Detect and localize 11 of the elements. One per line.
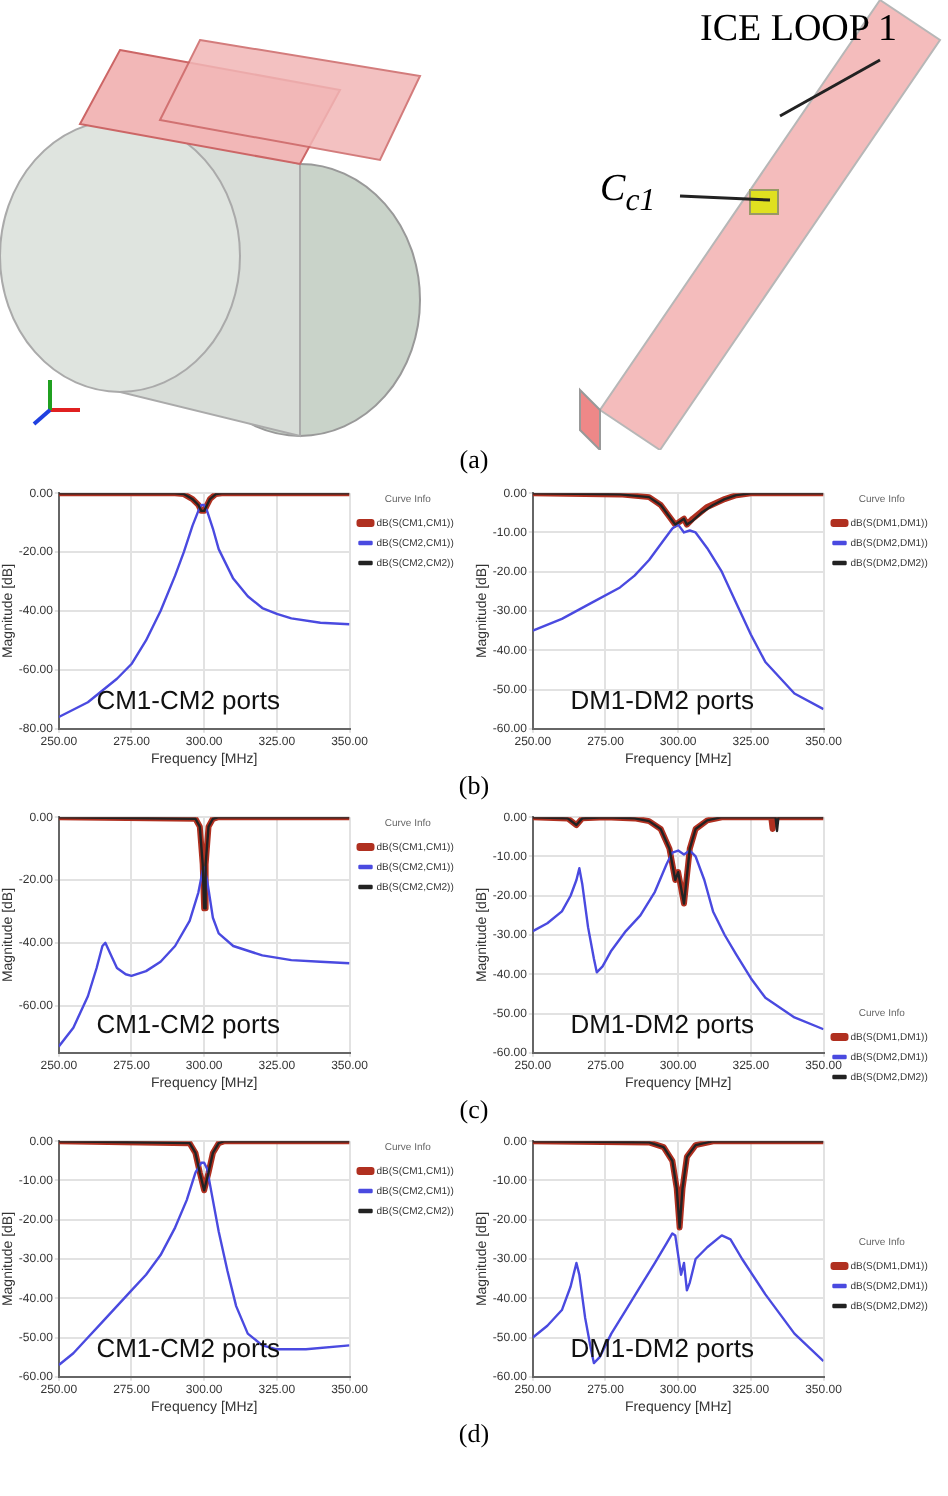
- text: (a): [459, 444, 489, 476]
- text: ICE LOOP 1: [700, 8, 898, 52]
- annotation: DM1-DM2 ports: [570, 684, 755, 715]
- annotation: CM1-CM2 ports: [96, 684, 281, 715]
- annotation: DM1-DM2 ports: [570, 1008, 755, 1039]
- text: (d): [458, 1418, 490, 1450]
- text: (b): [458, 770, 490, 802]
- annotation: CM1-CM2 ports: [96, 1008, 281, 1039]
- annotation: CM1-CM2 ports: [96, 1332, 281, 1363]
- text: C$_{c1}$: [600, 168, 656, 220]
- text: (c): [459, 1094, 489, 1126]
